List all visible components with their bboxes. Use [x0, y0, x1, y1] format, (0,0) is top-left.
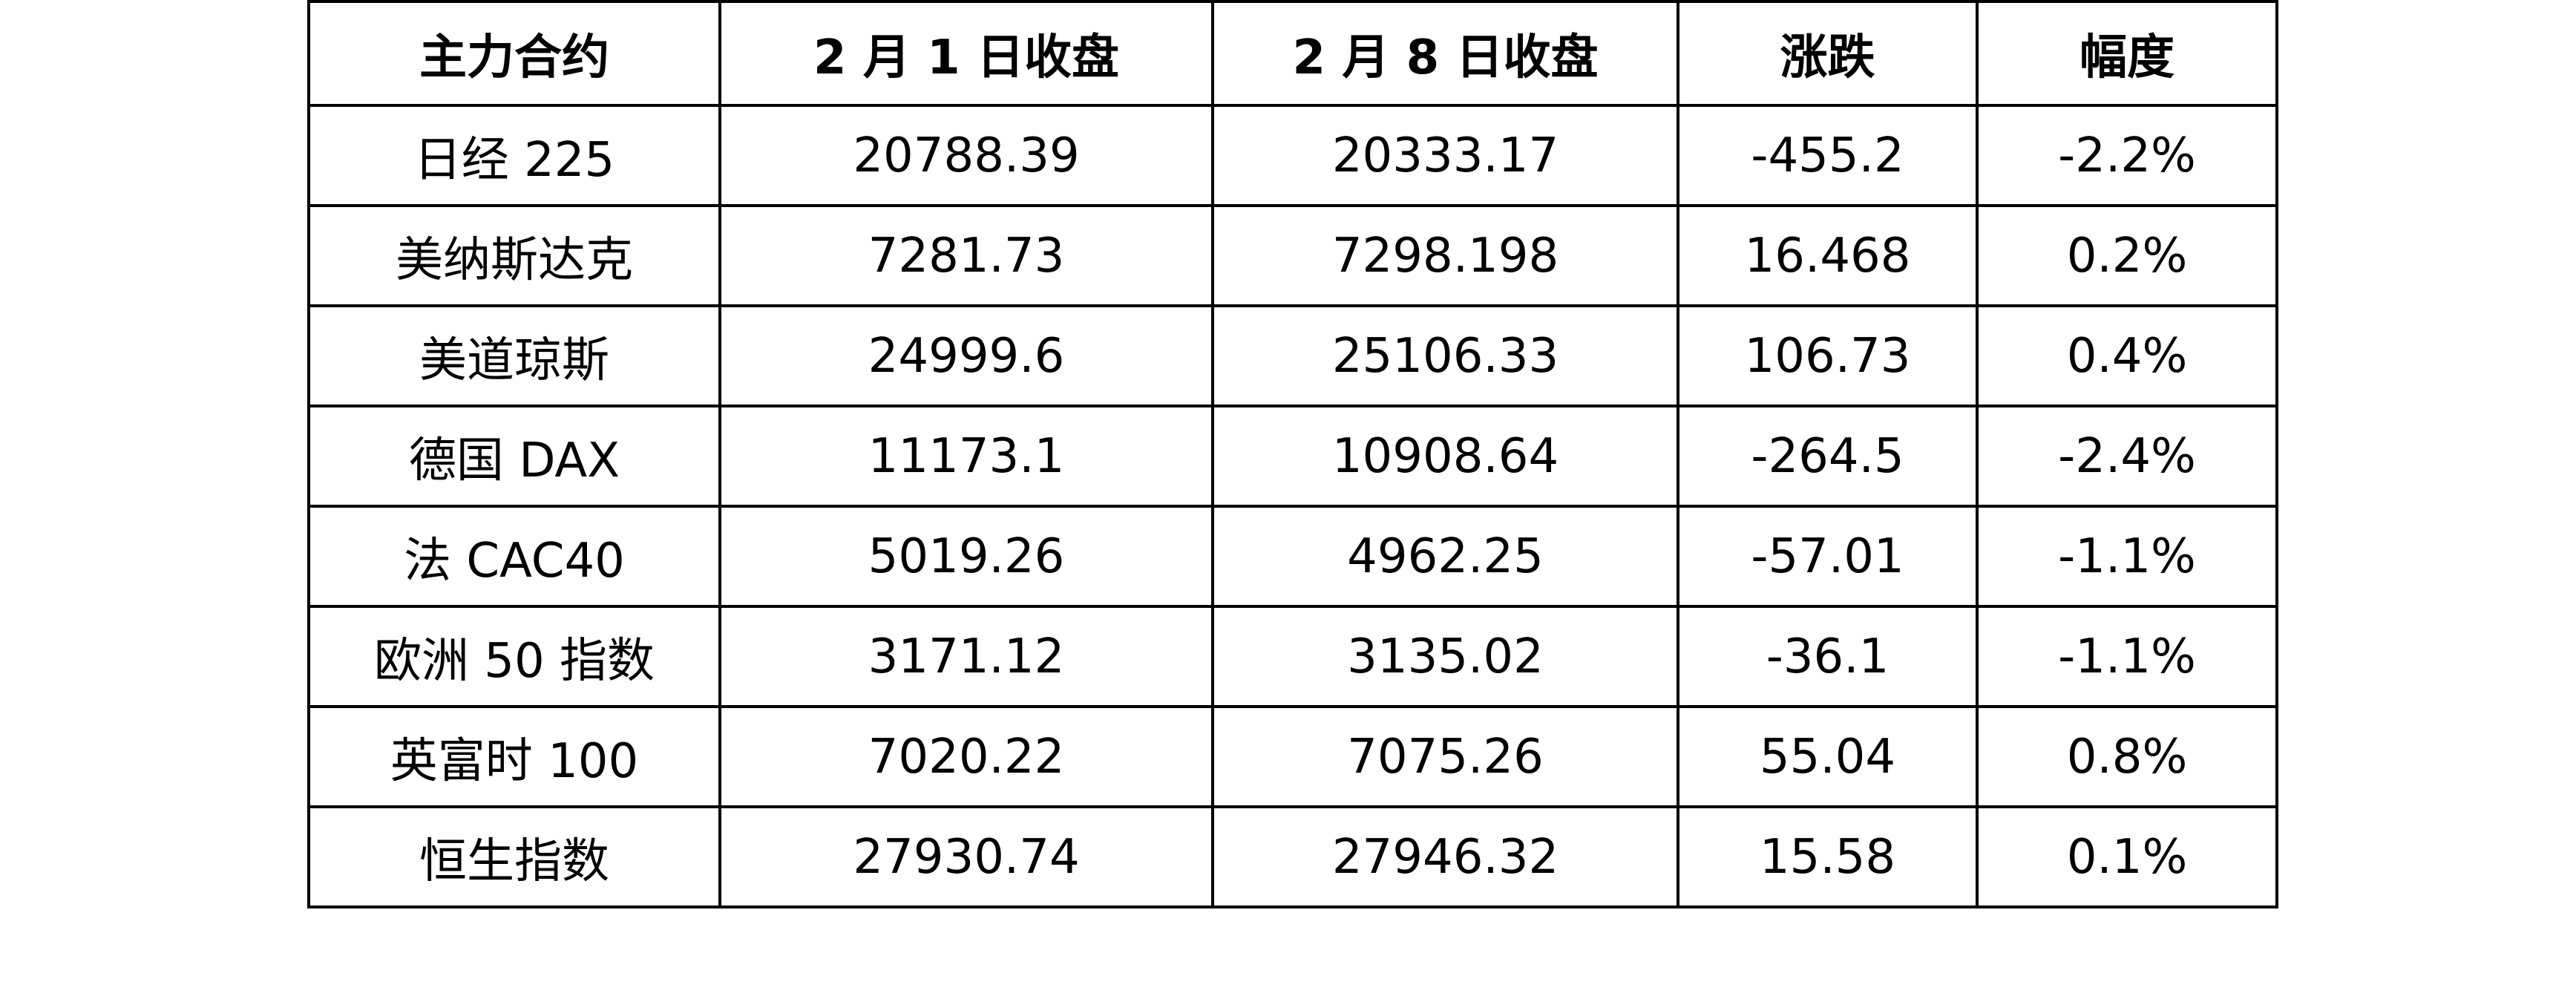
contract-cell: 德国 DAX — [307, 405, 721, 508]
change-cell: 106.73 — [1677, 304, 1979, 407]
contract-cell: 日经 225 — [307, 104, 721, 207]
percent-cell: 0.2% — [1976, 204, 2278, 307]
close-feb8-cell: 20333.17 — [1211, 104, 1679, 207]
table-row: 欧洲 50 指数 3171.12 3135.02 -36.1 -1.1% — [307, 605, 2278, 708]
change-cell: -455.2 — [1677, 104, 1979, 207]
close-feb8-cell: 25106.33 — [1211, 304, 1679, 407]
percent-cell: 0.8% — [1976, 705, 2278, 808]
header-row: 主力合约 2 月 1 日收盘 2 月 8 日收盘 涨跌 幅度 — [307, 0, 2278, 107]
index-futures-table: 主力合约 2 月 1 日收盘 2 月 8 日收盘 涨跌 幅度 日经 225 207… — [307, 0, 2278, 908]
percent-cell: 0.1% — [1976, 805, 2278, 908]
close-feb1-cell: 24999.6 — [718, 304, 1214, 407]
header-close-feb1: 2 月 1 日收盘 — [718, 0, 1214, 107]
close-feb8-cell: 10908.64 — [1211, 405, 1679, 508]
close-feb1-cell: 3171.12 — [718, 605, 1214, 708]
header-percent: 幅度 — [1976, 0, 2278, 107]
percent-cell: -1.1% — [1976, 605, 2278, 708]
table-row: 法 CAC40 5019.26 4962.25 -57.01 -1.1% — [307, 505, 2278, 608]
contract-cell: 美道琼斯 — [307, 304, 721, 407]
close-feb8-cell: 27946.32 — [1211, 805, 1679, 908]
table-row: 英富时 100 7020.22 7075.26 55.04 0.8% — [307, 705, 2278, 808]
contract-cell: 美纳斯达克 — [307, 204, 721, 307]
close-feb1-cell: 5019.26 — [718, 505, 1214, 608]
header-contract: 主力合约 — [307, 0, 721, 107]
close-feb8-cell: 7075.26 — [1211, 705, 1679, 808]
table-row: 日经 225 20788.39 20333.17 -455.2 -2.2% — [307, 104, 2278, 207]
change-cell: -264.5 — [1677, 405, 1979, 508]
close-feb8-cell: 3135.02 — [1211, 605, 1679, 708]
close-feb1-cell: 7020.22 — [718, 705, 1214, 808]
change-cell: 16.468 — [1677, 204, 1979, 307]
table-row: 美纳斯达克 7281.73 7298.198 16.468 0.2% — [307, 204, 2278, 307]
percent-cell: -2.4% — [1976, 405, 2278, 508]
table-row: 德国 DAX 11173.1 10908.64 -264.5 -2.4% — [307, 405, 2278, 508]
change-cell: 55.04 — [1677, 705, 1979, 808]
contract-cell: 恒生指数 — [307, 805, 721, 908]
percent-cell: 0.4% — [1976, 304, 2278, 407]
change-cell: -36.1 — [1677, 605, 1979, 708]
header-close-feb8: 2 月 8 日收盘 — [1211, 0, 1679, 107]
table-row: 恒生指数 27930.74 27946.32 15.58 0.1% — [307, 805, 2278, 908]
close-feb1-cell: 27930.74 — [718, 805, 1214, 908]
close-feb1-cell: 7281.73 — [718, 204, 1214, 307]
contract-cell: 法 CAC40 — [307, 505, 721, 608]
contract-cell: 英富时 100 — [307, 705, 721, 808]
close-feb8-cell: 7298.198 — [1211, 204, 1679, 307]
change-cell: 15.58 — [1677, 805, 1979, 908]
close-feb8-cell: 4962.25 — [1211, 505, 1679, 608]
close-feb1-cell: 11173.1 — [718, 405, 1214, 508]
percent-cell: -2.2% — [1976, 104, 2278, 207]
change-cell: -57.01 — [1677, 505, 1979, 608]
table-row: 美道琼斯 24999.6 25106.33 106.73 0.4% — [307, 304, 2278, 407]
percent-cell: -1.1% — [1976, 505, 2278, 608]
close-feb1-cell: 20788.39 — [718, 104, 1214, 207]
header-change: 涨跌 — [1677, 0, 1979, 107]
contract-cell: 欧洲 50 指数 — [307, 605, 721, 708]
